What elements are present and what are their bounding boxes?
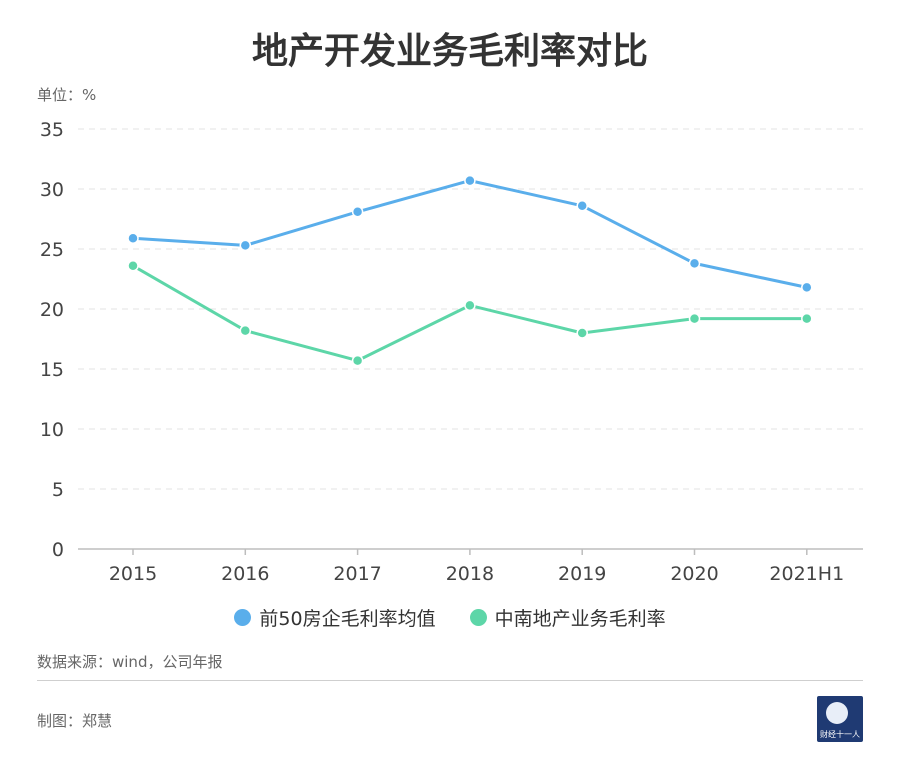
series-line-1 <box>131 179 809 289</box>
y-tick-label: 0 <box>52 539 64 561</box>
x-tick-label: 2021H1 <box>769 563 844 585</box>
axes <box>78 548 863 555</box>
legend-label: 中南地产业务毛利率 <box>494 608 666 630</box>
logo-text: 财经十一人 <box>820 730 860 739</box>
data-points <box>127 174 813 367</box>
y-tick-label: 15 <box>40 359 64 381</box>
data-point <box>688 257 701 270</box>
data-point <box>239 239 252 252</box>
legend-item-series-1: 前50房企毛利率均值 <box>234 604 436 631</box>
chart-maker: 制图：郑慧 <box>37 712 113 730</box>
series-lines <box>131 179 809 363</box>
x-tick-label: 2016 <box>221 563 269 585</box>
data-point <box>801 312 813 325</box>
chart-title: 地产开发业务毛利率对比 <box>251 31 648 72</box>
tick-labels: 0 5 10 15 20 25 30 35 2015 2016 2017 2018 2019 2020 20… <box>40 119 844 585</box>
legend-item-series-2: 中南地产业务毛利率 <box>469 604 666 631</box>
legend-marker <box>469 609 487 626</box>
data-point <box>464 174 476 187</box>
footer-divider <box>37 680 863 681</box>
brand-logo: 财经十一人 <box>817 696 863 742</box>
unit-label: 单位：% <box>37 86 97 104</box>
y-tick-label: 5 <box>52 479 64 501</box>
grid-lines <box>78 128 863 490</box>
legend-label: 前50房企毛利率均值 <box>259 608 436 630</box>
globe-icon <box>826 702 848 724</box>
data-point <box>576 200 588 212</box>
y-tick-label: 35 <box>40 119 64 141</box>
data-point <box>127 232 139 244</box>
data-point <box>239 324 252 337</box>
line-chart: 0 5 10 15 20 25 30 35 2015 2016 2017 2018 2019 2020 20… <box>40 119 863 585</box>
x-tick-label: 2015 <box>109 563 157 585</box>
data-point <box>688 312 701 325</box>
data-source: 数据来源：wind，公司年报 <box>37 653 223 671</box>
y-tick-label: 10 <box>40 419 64 441</box>
x-tick-label: 2017 <box>333 563 381 585</box>
x-tick-label: 2020 <box>670 563 718 585</box>
y-tick-label: 25 <box>40 239 64 261</box>
y-tick-label: 20 <box>40 299 64 321</box>
y-tick-label: 30 <box>40 179 64 201</box>
data-point <box>576 327 588 339</box>
series-line-2 <box>131 264 809 363</box>
data-point <box>464 299 476 312</box>
legend-marker <box>234 609 252 626</box>
x-tick-label: 2019 <box>558 563 606 585</box>
x-tick-label: 2018 <box>446 563 494 585</box>
data-point <box>127 260 139 272</box>
legend: 前50房企毛利率均值 中南地产业务毛利率 <box>0 604 900 631</box>
data-point <box>801 281 813 294</box>
data-point <box>351 206 364 218</box>
data-point <box>351 354 364 367</box>
